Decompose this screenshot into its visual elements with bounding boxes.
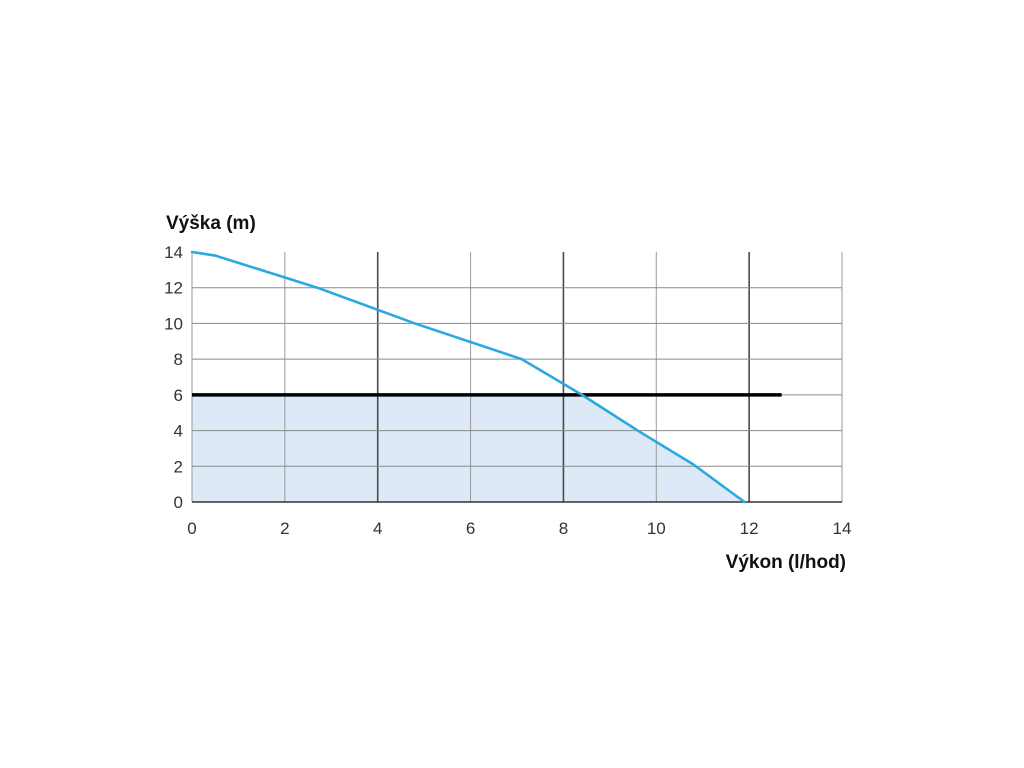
y-tick-label: 6 xyxy=(174,386,183,405)
x-tick-label: 6 xyxy=(466,519,475,538)
y-tick-label: 2 xyxy=(174,457,183,476)
y-tick-label: 8 xyxy=(174,350,183,369)
y-tick-label: 12 xyxy=(164,279,183,298)
x-tick-label: 8 xyxy=(559,519,568,538)
y-tick-label: 14 xyxy=(164,243,183,262)
x-tick-label: 4 xyxy=(373,519,382,538)
x-tick-label: 0 xyxy=(187,519,196,538)
y-tick-label: 10 xyxy=(164,314,183,333)
y-axis-title: Výška (m) xyxy=(166,213,256,234)
x-tick-label: 2 xyxy=(280,519,289,538)
x-axis-title: Výkon (l/hod) xyxy=(726,552,846,573)
x-tick-label: 10 xyxy=(647,519,666,538)
x-tick-label: 14 xyxy=(833,519,852,538)
x-tick-label: 12 xyxy=(740,519,759,538)
y-tick-label: 4 xyxy=(174,422,183,441)
y-tick-label: 0 xyxy=(174,493,183,512)
operating-region-fill xyxy=(192,394,745,502)
